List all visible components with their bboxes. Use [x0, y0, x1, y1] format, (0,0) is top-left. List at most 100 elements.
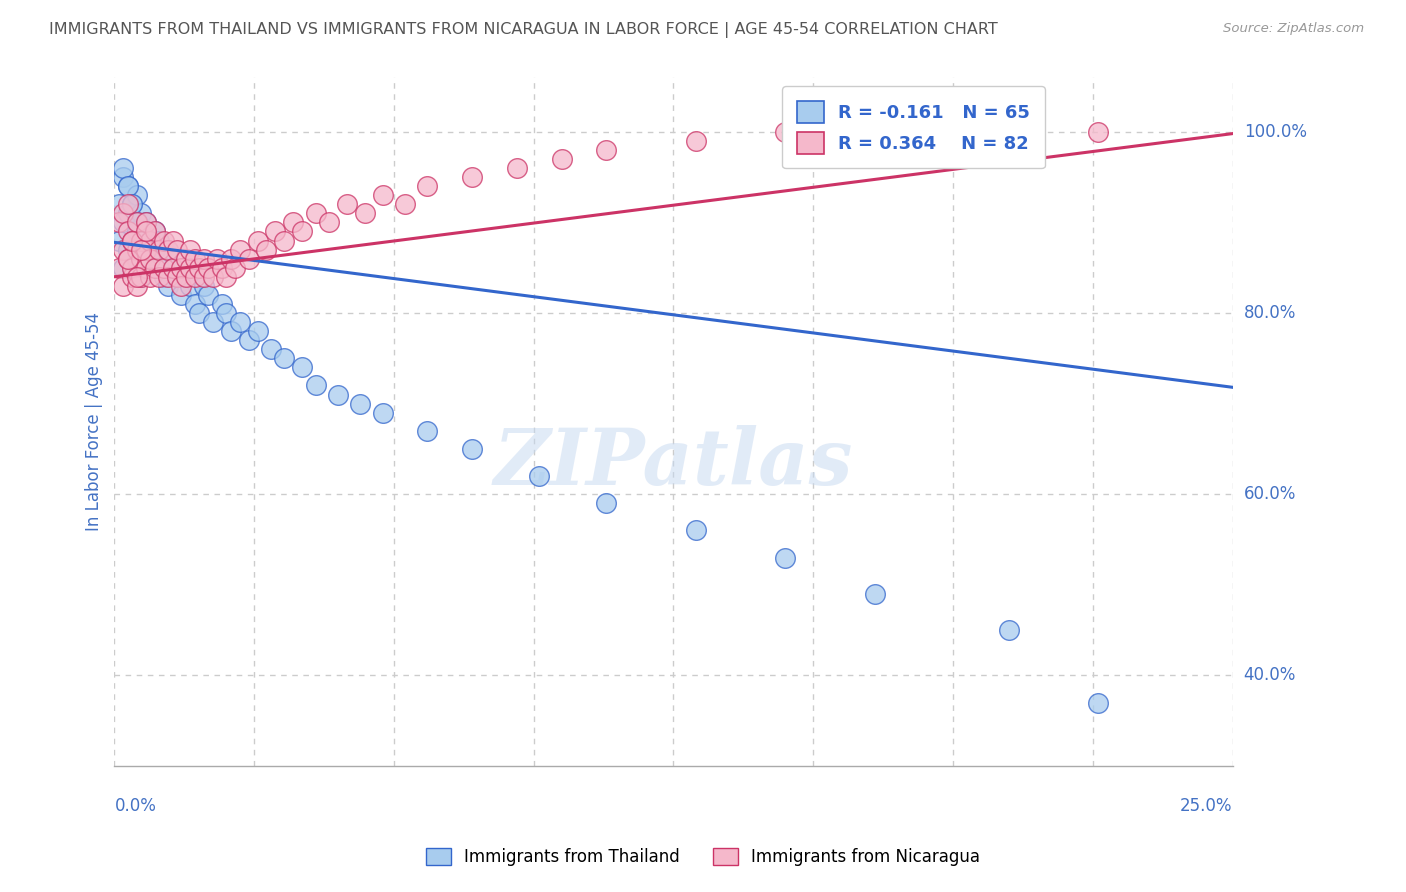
Point — [129, 269, 152, 284]
Point — [207, 252, 229, 266]
Point — [166, 269, 188, 284]
Point — [394, 197, 416, 211]
Point — [139, 234, 162, 248]
Point — [157, 243, 180, 257]
Point — [117, 252, 139, 266]
Text: 40.0%: 40.0% — [1244, 666, 1296, 684]
Point — [506, 161, 529, 175]
Text: 100.0%: 100.0% — [1244, 123, 1306, 141]
Point — [273, 351, 295, 366]
Point — [125, 243, 148, 257]
Point — [117, 179, 139, 194]
Point — [139, 252, 162, 266]
Point — [305, 378, 328, 392]
Point — [863, 587, 886, 601]
Point — [135, 224, 157, 238]
Point — [193, 269, 215, 284]
Point — [135, 243, 157, 257]
Point — [166, 269, 188, 284]
Point — [461, 442, 484, 456]
Point — [108, 215, 131, 229]
Point — [224, 260, 246, 275]
Text: ZIPatlas: ZIPatlas — [494, 425, 853, 501]
Point — [121, 260, 143, 275]
Point — [179, 243, 201, 257]
Point — [148, 243, 170, 257]
Point — [184, 269, 207, 284]
Point — [291, 224, 314, 238]
Point — [318, 215, 340, 229]
Point — [211, 260, 233, 275]
Legend: Immigrants from Thailand, Immigrants from Nicaragua: Immigrants from Thailand, Immigrants fro… — [419, 841, 987, 873]
Point — [117, 224, 139, 238]
Point — [139, 252, 162, 266]
Point — [371, 406, 394, 420]
Point — [135, 215, 157, 229]
Point — [125, 215, 148, 229]
Point — [193, 278, 215, 293]
Point — [121, 197, 143, 211]
Point — [1087, 696, 1109, 710]
Point — [201, 315, 224, 329]
Point — [228, 243, 250, 257]
Point — [685, 524, 707, 538]
Point — [461, 170, 484, 185]
Point — [184, 297, 207, 311]
Point — [139, 234, 162, 248]
Point — [170, 260, 193, 275]
Point — [117, 252, 139, 266]
Point — [135, 243, 157, 257]
Point — [112, 170, 135, 185]
Point — [129, 252, 152, 266]
Point — [228, 315, 250, 329]
Point — [264, 224, 287, 238]
Point — [595, 496, 617, 510]
Point — [197, 288, 219, 302]
Point — [125, 278, 148, 293]
Point — [179, 260, 201, 275]
Point — [291, 360, 314, 375]
Point — [193, 252, 215, 266]
Point — [135, 215, 157, 229]
Point — [112, 161, 135, 175]
Point — [238, 333, 260, 347]
Point — [121, 234, 143, 248]
Point — [170, 278, 193, 293]
Point — [117, 206, 139, 220]
Point — [117, 243, 139, 257]
Point — [166, 243, 188, 257]
Point — [416, 179, 439, 194]
Point — [112, 206, 135, 220]
Point — [170, 288, 193, 302]
Point — [371, 188, 394, 202]
Point — [139, 269, 162, 284]
Point — [121, 269, 143, 284]
Point — [152, 260, 174, 275]
Point — [162, 234, 184, 248]
Point — [129, 269, 152, 284]
Point — [112, 260, 135, 275]
Point — [162, 260, 184, 275]
Point — [125, 224, 148, 238]
Point — [174, 269, 197, 284]
Point — [188, 260, 211, 275]
Text: IMMIGRANTS FROM THAILAND VS IMMIGRANTS FROM NICARAGUA IN LABOR FORCE | AGE 45-54: IMMIGRANTS FROM THAILAND VS IMMIGRANTS F… — [49, 22, 998, 38]
Point — [354, 206, 377, 220]
Point — [416, 424, 439, 438]
Point — [117, 252, 139, 266]
Text: Source: ZipAtlas.com: Source: ZipAtlas.com — [1223, 22, 1364, 36]
Point — [143, 243, 166, 257]
Point — [125, 188, 148, 202]
Point — [143, 260, 166, 275]
Point — [121, 234, 143, 248]
Text: 80.0%: 80.0% — [1244, 304, 1296, 322]
Point — [148, 234, 170, 248]
Point — [550, 152, 572, 166]
Point — [215, 269, 238, 284]
Point — [129, 243, 152, 257]
Point — [148, 269, 170, 284]
Point — [112, 215, 135, 229]
Point — [135, 260, 157, 275]
Point — [260, 343, 283, 357]
Point — [152, 234, 174, 248]
